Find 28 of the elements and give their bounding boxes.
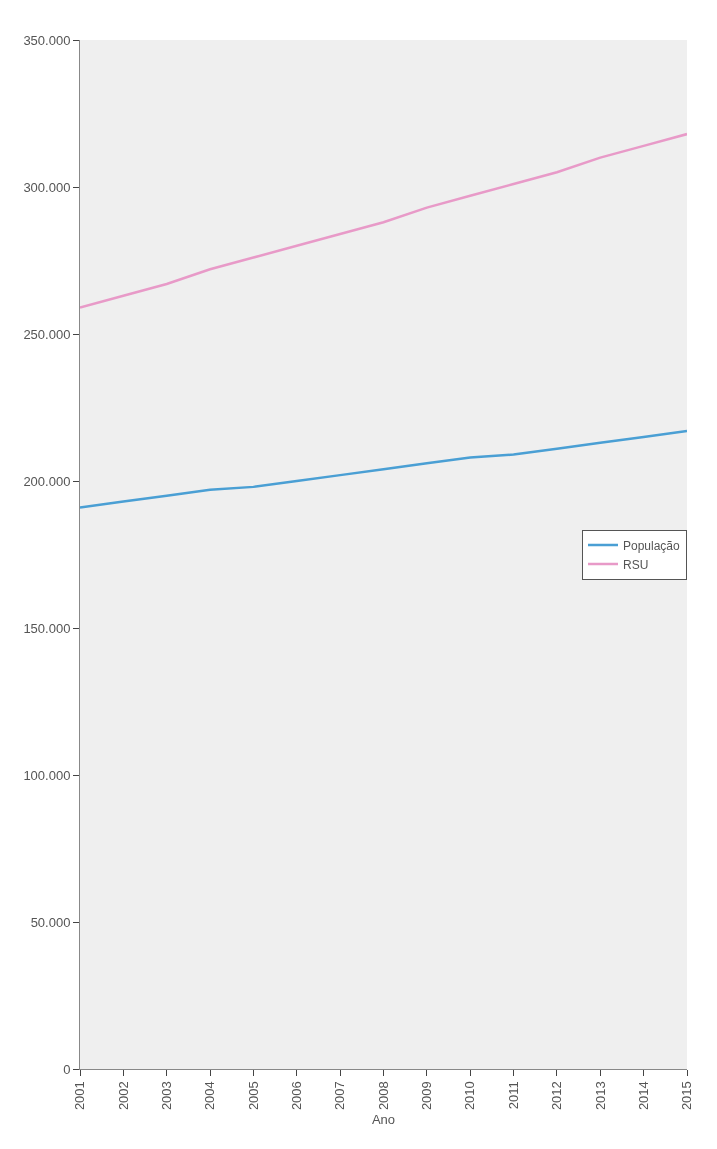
x-tick-label: 2010 bbox=[462, 1081, 478, 1111]
x-tick-label: 2006 bbox=[289, 1081, 305, 1111]
y-tick-label: 300.000 bbox=[23, 179, 71, 195]
x-tick-label: 2003 bbox=[158, 1081, 174, 1111]
x-tick-label: 2011 bbox=[505, 1081, 521, 1110]
x-tick-label: 2015 bbox=[679, 1081, 695, 1111]
x-tick-label: 2009 bbox=[419, 1081, 435, 1111]
x-tick-label: 2007 bbox=[332, 1081, 348, 1111]
x-tick-label: 2013 bbox=[592, 1081, 608, 1111]
y-tick-label: 100.000 bbox=[23, 767, 71, 783]
line-series bbox=[80, 429, 687, 509]
x-tick-label: 2001 bbox=[72, 1081, 88, 1111]
x-tick-label: 2014 bbox=[635, 1081, 651, 1111]
y-tick-label: 0 bbox=[63, 1061, 71, 1077]
y-tick-label: 350.000 bbox=[23, 32, 71, 48]
x-axis-title: Ano bbox=[371, 1112, 396, 1128]
y-tick-label: 200.000 bbox=[23, 473, 71, 489]
x-tick-label: 2002 bbox=[115, 1081, 131, 1111]
x-tick-label: 2012 bbox=[549, 1081, 565, 1111]
x-tick-label: 2004 bbox=[202, 1081, 218, 1111]
line-series bbox=[80, 132, 687, 309]
legend-label: RSU bbox=[623, 557, 649, 572]
x-tick-label: 2005 bbox=[245, 1081, 261, 1111]
y-tick-label: 50.000 bbox=[30, 914, 71, 930]
y-tick-label: 150.000 bbox=[23, 620, 71, 636]
legend-label: População bbox=[623, 538, 681, 553]
x-tick-label: 2008 bbox=[375, 1081, 391, 1111]
y-tick-label: 250.000 bbox=[23, 326, 71, 342]
